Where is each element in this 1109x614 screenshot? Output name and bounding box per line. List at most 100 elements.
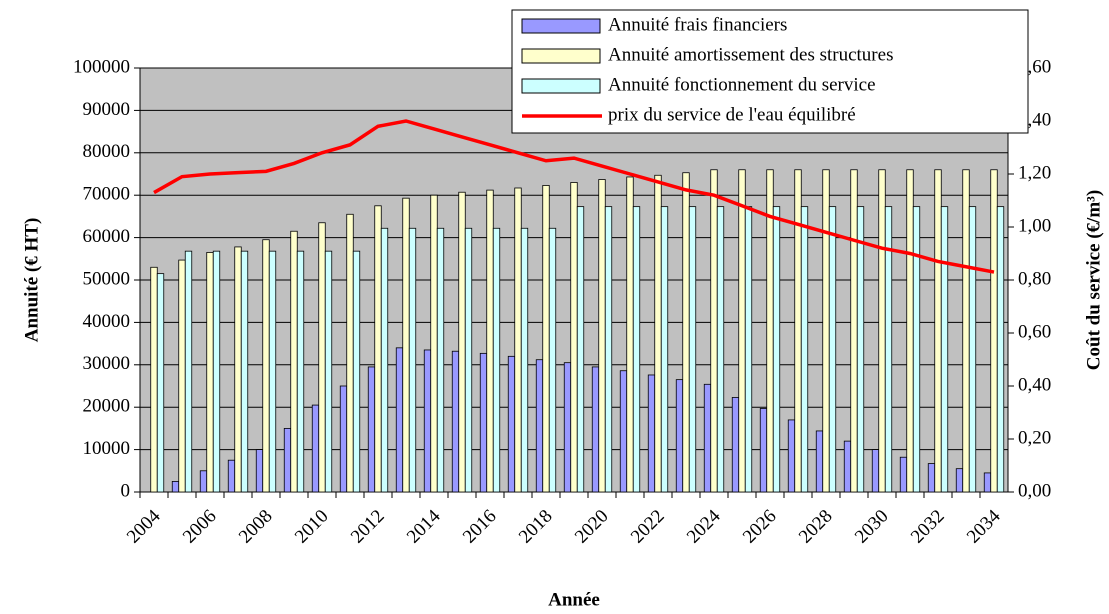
bar [290, 230, 298, 493]
bar [731, 397, 740, 493]
bar [934, 169, 942, 493]
bar [184, 250, 193, 493]
bar [682, 172, 690, 493]
y-tick-label: 30000 [83, 353, 131, 374]
bar [912, 206, 921, 493]
y-tick-label: 80000 [83, 141, 131, 162]
bar [604, 206, 613, 493]
x-tick-label: 2014 [403, 505, 445, 547]
legend-swatch [521, 48, 601, 64]
bar [940, 206, 949, 493]
x-tick-label: 2026 [739, 506, 781, 548]
x-tick-label: 2032 [907, 506, 949, 548]
x-tick-label: 2030 [851, 506, 893, 548]
bar [710, 169, 718, 493]
bar [324, 250, 333, 493]
y2-tick-label: 1,00 [1018, 215, 1051, 236]
bar [660, 206, 669, 493]
y2-axis-title: Coût du service (€/m³) [1083, 190, 1104, 370]
bar [828, 206, 837, 493]
y2-tick-label: 0,00 [1018, 480, 1051, 501]
bar [850, 169, 858, 493]
bar [296, 250, 305, 493]
bar [962, 169, 970, 493]
y-tick-label: 70000 [83, 184, 131, 205]
y-tick-label: 100000 [73, 56, 130, 77]
legend-swatch [521, 18, 601, 34]
x-tick-label: 2034 [963, 505, 1005, 547]
bar [507, 355, 516, 493]
y2-tick-label: 0,20 [1018, 427, 1051, 448]
bar [199, 470, 208, 493]
legend-swatch [521, 78, 601, 94]
bar [738, 169, 746, 493]
bar [548, 227, 557, 493]
x-tick-label: 2010 [291, 506, 333, 548]
x-tick-label: 2008 [235, 506, 277, 548]
bar [255, 449, 264, 493]
bar [171, 480, 180, 493]
bar [654, 174, 662, 493]
bar [563, 362, 572, 493]
bar [212, 250, 221, 493]
bar [570, 182, 578, 493]
bar [688, 206, 697, 493]
x-tick-label: 2024 [683, 505, 725, 547]
y-tick-label: 0 [121, 480, 131, 501]
bar [458, 191, 466, 493]
x-tick-label: 2016 [459, 506, 501, 548]
bar [464, 227, 473, 493]
y2-tick-label: 1,20 [1018, 162, 1051, 183]
y2-tick-label: 0,40 [1018, 374, 1051, 395]
legend-label: Annuité frais financiers [608, 14, 787, 35]
y-tick-label: 50000 [83, 268, 131, 289]
bar [759, 408, 768, 493]
bar [772, 206, 781, 493]
bar [367, 366, 376, 493]
bar [430, 194, 438, 493]
x-axis-title: Année [548, 589, 600, 610]
legend: Annuité frais financiers Annuité amortiss… [511, 9, 1029, 134]
bar [268, 250, 277, 493]
bar [800, 206, 809, 493]
bar [206, 252, 214, 493]
y-tick-label: 20000 [83, 396, 131, 417]
bar [744, 206, 753, 493]
bar [178, 259, 186, 493]
bar [703, 383, 712, 493]
bar [374, 205, 382, 493]
bar [626, 176, 634, 493]
bar [675, 379, 684, 493]
bar [822, 169, 830, 493]
bar [395, 347, 404, 493]
bar [234, 246, 242, 493]
legend-label: prix du service de l'eau équilibré [608, 104, 856, 125]
bar [514, 187, 522, 493]
bar [871, 449, 880, 493]
bar [856, 206, 865, 493]
bar [542, 185, 550, 493]
x-tick-label: 2018 [515, 506, 557, 548]
x-tick-label: 2020 [571, 506, 613, 548]
plot: 0 10000 20000 30000 40000 50000 60000 70000 8000… [73, 56, 1051, 547]
bar [535, 359, 544, 493]
bar [402, 197, 410, 493]
bar [899, 456, 908, 493]
bar [990, 169, 998, 493]
bar [927, 463, 936, 493]
bar [436, 227, 445, 493]
y-tick-label: 60000 [83, 226, 131, 247]
bar [632, 206, 641, 493]
bar [591, 366, 600, 493]
y-tick-label: 10000 [83, 438, 131, 459]
bar [423, 349, 432, 493]
bar [647, 374, 656, 493]
y-tick-label: 90000 [83, 99, 131, 120]
bar [150, 266, 158, 493]
bar [283, 427, 292, 493]
bar [598, 179, 606, 493]
bar [311, 404, 320, 493]
y2-tick-label: 0,80 [1018, 268, 1051, 289]
y-axis-title: Annuité (€ HT) [21, 218, 42, 343]
